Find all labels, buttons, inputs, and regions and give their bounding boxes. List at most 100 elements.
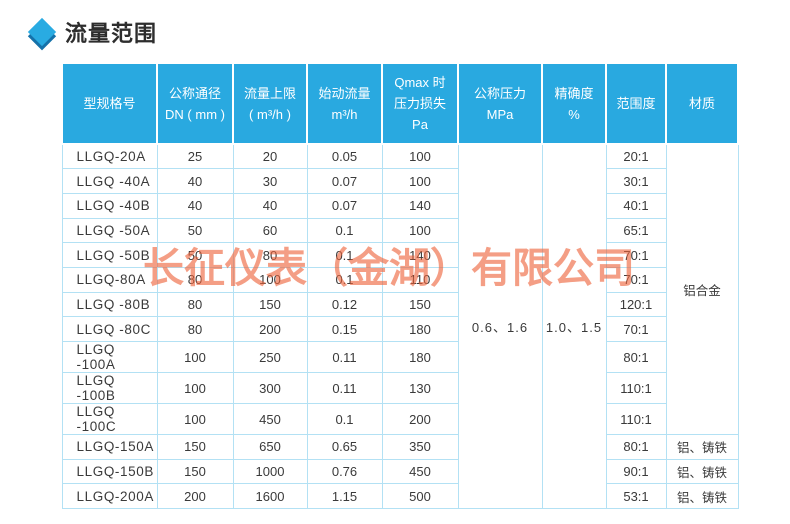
cell-range: 30:1 bbox=[605, 168, 667, 194]
cell-dn: 150 bbox=[156, 458, 234, 485]
header-line: % bbox=[568, 106, 580, 122]
cell-start-flow: 0.12 bbox=[306, 291, 383, 318]
cell-range: 110:1 bbox=[605, 403, 667, 435]
cell-dn: 100 bbox=[156, 372, 234, 404]
cell-pressure-loss: 100 bbox=[381, 217, 459, 244]
cell-model: LLGQ -80C bbox=[61, 316, 158, 342]
cell-model: LLGQ -40B bbox=[61, 192, 158, 219]
cell-model: LLGQ-20A bbox=[61, 143, 158, 170]
cell-dn: 200 bbox=[156, 483, 234, 510]
cell-max-flow: 1600 bbox=[232, 483, 308, 510]
cell-start-flow: 0.15 bbox=[306, 316, 383, 342]
cell-start-flow: 0.1 bbox=[306, 217, 383, 244]
header-line: m³/h bbox=[331, 106, 358, 122]
table-row: LLGQ-150B 150 1000 0.76 450 90:1 铝、铸铁 bbox=[61, 458, 739, 485]
cell-pressure-loss: 100 bbox=[381, 143, 459, 170]
cell-range: 40:1 bbox=[605, 192, 667, 219]
cell-pressure-loss: 130 bbox=[381, 372, 459, 404]
col-header-model: 型规格号 bbox=[61, 62, 158, 145]
cell-range: 110:1 bbox=[605, 372, 667, 404]
table-row: LLGQ-150A 150 650 0.65 350 80:1 铝、铸铁 bbox=[61, 434, 739, 460]
cell-model: LLGQ -100C bbox=[61, 403, 158, 435]
cell-max-flow: 650 bbox=[232, 434, 308, 460]
section-title-row: 流量范围 bbox=[27, 16, 158, 48]
col-header-pressure-loss: Qmax 时 压力损失 Pa bbox=[381, 62, 459, 145]
cell-max-flow: 100 bbox=[232, 266, 308, 293]
cell-model: LLGQ -50A bbox=[61, 217, 158, 244]
cell-pressure-loss: 350 bbox=[381, 434, 459, 460]
cell-start-flow: 0.11 bbox=[306, 372, 383, 404]
cell-dn: 100 bbox=[156, 403, 234, 435]
cell-dn: 50 bbox=[156, 217, 234, 244]
cell-pressure-loss: 180 bbox=[381, 316, 459, 342]
header-line: 压力损失 bbox=[393, 96, 446, 111]
cell-range: 53:1 bbox=[605, 483, 667, 510]
cell-dn: 50 bbox=[156, 242, 234, 268]
cell-model: LLGQ-80A bbox=[61, 266, 158, 293]
cell-range: 70:1 bbox=[605, 242, 667, 268]
page-title: 流量范围 bbox=[65, 21, 158, 46]
cell-pressure-loss: 140 bbox=[381, 192, 459, 219]
cell-max-flow: 200 bbox=[232, 316, 308, 342]
cell-pressure-loss: 500 bbox=[381, 483, 459, 510]
spec-table: 型规格号 公称通径 DN ( mm ) 流量上限 ( m³/h ) 始动流量 m… bbox=[61, 62, 739, 510]
header-line: 始动流量 bbox=[318, 85, 371, 101]
diamond-icon bbox=[27, 17, 57, 47]
cell-accuracy: 1.0、1.5 bbox=[541, 143, 607, 510]
cell-max-flow: 60 bbox=[232, 217, 308, 244]
table-row: LLGQ -50A 50 60 0.1 100 65:1 bbox=[61, 217, 738, 244]
cell-pressure-loss: 150 bbox=[381, 291, 459, 318]
col-header-range: 范围度 bbox=[605, 62, 667, 145]
cell-range: 70:1 bbox=[605, 266, 667, 293]
table-body: LLGQ-20A 25 20 0.05 100 0.6、1.6 1.0、1.5 20:1 铝合金… bbox=[61, 143, 739, 510]
col-header-accuracy: 精确度 % bbox=[541, 62, 607, 145]
cell-range: 70:1 bbox=[605, 316, 667, 342]
cell-pressure-loss: 200 bbox=[381, 403, 459, 435]
cell-start-flow: 0.1 bbox=[306, 266, 383, 293]
cell-model: LLGQ -80B bbox=[61, 291, 158, 318]
cell-max-flow: 40 bbox=[232, 192, 308, 219]
header-line: 范围度 bbox=[616, 96, 656, 111]
cell-range: 90:1 bbox=[605, 458, 667, 485]
cell-max-flow: 80 bbox=[232, 242, 308, 268]
table-row: LLGQ -100A 100 250 0.11 180 80:1 bbox=[61, 341, 738, 373]
header-line: MPa bbox=[486, 106, 514, 122]
cell-start-flow: 0.1 bbox=[306, 242, 383, 268]
cell-max-flow: 30 bbox=[232, 168, 308, 194]
header-line: Qmax 时 bbox=[394, 75, 446, 90]
table-row: LLGQ -100C 100 450 0.1 200 110:1 bbox=[61, 403, 738, 435]
col-header-material: 材质 bbox=[665, 62, 739, 145]
cell-max-flow: 20 bbox=[232, 143, 308, 170]
cell-nominal-pressure: 0.6、1.6 bbox=[457, 143, 543, 510]
cell-material: 铝、铸铁 bbox=[665, 483, 739, 510]
table-row: LLGQ-20A 25 20 0.05 100 0.6、1.6 1.0、1.5 20:1 铝合金 bbox=[61, 143, 739, 510]
cell-start-flow: 0.07 bbox=[306, 168, 383, 194]
cell-model: LLGQ-200A bbox=[61, 483, 158, 510]
header-line: 精确度 bbox=[554, 85, 594, 101]
cell-max-flow: 150 bbox=[232, 291, 308, 318]
cell-model: LLGQ-150B bbox=[61, 458, 158, 485]
cell-dn: 25 bbox=[156, 143, 234, 170]
table-row: LLGQ -40A 40 30 0.07 100 30:1 bbox=[61, 168, 738, 194]
table-row: LLGQ -80C 80 200 0.15 180 70:1 bbox=[61, 316, 738, 342]
cell-start-flow: 0.76 bbox=[306, 458, 383, 485]
cell-max-flow: 300 bbox=[232, 372, 308, 404]
cell-dn: 100 bbox=[156, 341, 234, 373]
cell-material-main: 铝合金 bbox=[665, 143, 739, 435]
cell-start-flow: 0.65 bbox=[306, 434, 383, 460]
cell-material: 铝、铸铁 bbox=[665, 434, 739, 460]
cell-range: 20:1 bbox=[605, 143, 667, 170]
flow-range-table: 型规格号 公称通径 DN ( mm ) 流量上限 ( m³/h ) 始动流量 m… bbox=[61, 62, 739, 510]
col-header-start-flow: 始动流量 m³/h bbox=[306, 62, 383, 145]
cell-pressure-loss: 140 bbox=[381, 242, 459, 268]
cell-model: LLGQ -100A bbox=[61, 341, 158, 373]
cell-model: LLGQ -40A bbox=[61, 168, 158, 194]
table-row: LLGQ-200A 200 1600 1.15 500 53:1 铝、铸铁 bbox=[61, 483, 739, 510]
cell-material: 铝、铸铁 bbox=[665, 458, 739, 485]
cell-model: LLGQ -50B bbox=[61, 242, 158, 268]
header-line: 公称压力 bbox=[473, 85, 526, 101]
cell-start-flow: 0.11 bbox=[306, 341, 383, 373]
col-header-max-flow: 流量上限 ( m³/h ) bbox=[232, 62, 308, 145]
header-line: 流量上限 bbox=[243, 85, 296, 101]
